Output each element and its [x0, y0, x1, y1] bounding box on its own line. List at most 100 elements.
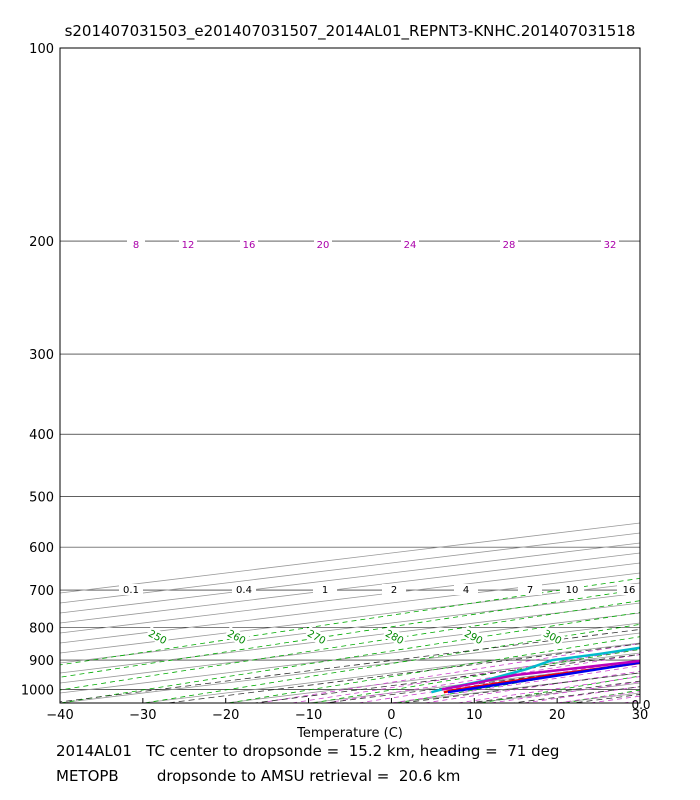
moist-adiabat-line [358, 659, 640, 703]
x-tick-label: −10 [295, 708, 322, 723]
isotherm-line [142, 642, 640, 703]
dry-adiabat-line [60, 612, 640, 703]
isotherm-line [60, 542, 640, 614]
dry-adiabat-label-bg [304, 626, 330, 647]
chart-title: s201407031503_e201407031507_2014AL01_REP… [64, 22, 636, 40]
y-tick-label: 600 [29, 541, 54, 556]
y-tick-label: 900 [29, 654, 54, 669]
isotherm-line [60, 592, 640, 664]
y-tick-label: 400 [29, 428, 54, 443]
mixing-ratio-label-bg [313, 584, 337, 595]
moist-adiabat-label: 32 [604, 240, 617, 251]
moist-adiabat-label: 8 [133, 240, 139, 251]
mixing-ratio-label: 0.1 [123, 585, 139, 596]
moist-adiabat-label-bg [127, 238, 145, 249]
mixing-ratio-label: 1 [322, 585, 328, 596]
moist-adiabat-label: 12 [182, 240, 195, 251]
dry-adiabat-line [480, 675, 640, 703]
y-tick-label: 500 [29, 490, 54, 505]
dry-adiabat-line [564, 689, 640, 703]
isotherm-line [60, 552, 640, 624]
mixing-ratio-line [512, 686, 640, 703]
moist-adiabat-label: 24 [404, 240, 417, 251]
plot-frame [59, 47, 641, 704]
corner-value-label: 0.0 [631, 698, 650, 712]
axis-ticks: −40 −30 −20 −10 0 10 20 30 100 200 300 400 500 600 700… [21, 42, 648, 741]
moist-adiabat-line [258, 642, 640, 703]
x-tick-label: 10 [466, 708, 483, 723]
profile-magenta-line [441, 659, 640, 691]
moist-adiabat-label: 20 [317, 240, 330, 251]
mixing-ratio-label: 16 [623, 585, 636, 596]
dry-adiabat-line [312, 648, 640, 703]
mixing-ratio-line [325, 662, 640, 703]
moist-adiabat-label-bg [314, 238, 332, 249]
x-tick-label: 20 [549, 708, 566, 723]
dry-adiabat-label-bg [540, 626, 566, 647]
moist-adiabat-label: 28 [503, 240, 516, 251]
footer-line-2: METOPB dropsonde to AMSU retrieval = 20.… [56, 767, 461, 785]
y-tick-label: 100 [29, 42, 54, 57]
mixing-ratio-label-bg [617, 584, 641, 595]
moist-adiabat-line [424, 670, 640, 703]
moist-adiabat-label-bg [240, 238, 258, 249]
y-tick-label: 800 [29, 621, 54, 636]
chart-series [431, 646, 640, 694]
isotherm-line [308, 662, 640, 703]
dry-adiabat-line [60, 589, 640, 678]
dry-adiabat-label-bg [145, 626, 171, 647]
moist-adiabat-line [690, 48, 700, 703]
dry-adiabat-line [144, 623, 640, 703]
isotherm-line [60, 532, 640, 604]
moist-adiabat-label-bg [401, 238, 419, 249]
isotherm-line [60, 622, 640, 694]
moist-adiabat-line [590, 695, 640, 703]
dry-adiabat-label-bg [382, 626, 408, 647]
mixing-ratio-line [254, 654, 640, 703]
mixing-ratio-label: 2 [391, 585, 397, 596]
x-tick-label: −20 [212, 708, 239, 723]
moist-adiabat-label: 16 [243, 240, 256, 251]
mixing-ratio-label: 10 [566, 585, 579, 596]
moist-adiabat-line [291, 648, 640, 703]
isotherm-line [60, 582, 640, 654]
mixing-ratio-label-bg [119, 584, 143, 595]
moist-adiabat-line [623, 700, 640, 703]
dry-adiabat-line [228, 636, 640, 703]
mixing-ratio-label-bg [454, 584, 478, 595]
mixing-ratio-line [167, 643, 640, 703]
x-tick-label: −40 [46, 708, 73, 723]
dry-adiabat-label-bg [461, 626, 487, 647]
isotherm-line [639, 702, 640, 703]
x-tick-label: 0 [387, 708, 395, 723]
moist-adiabat-line [657, 48, 700, 703]
moist-adiabat-label-bg [500, 238, 518, 249]
mixing-ratio-label: 4 [463, 585, 469, 596]
dry-adiabat-line [649, 48, 700, 703]
mixing-ratio-line [573, 694, 640, 703]
mixing-ratio-label: 0.4 [236, 585, 252, 596]
moist-adiabat-line [490, 681, 640, 703]
mixing-ratio-line [468, 680, 640, 703]
mixing-ratio-label-bg [232, 584, 256, 595]
x-tick-label: 30 [632, 708, 649, 723]
mixing-ratio-label-bg [560, 584, 584, 595]
mixing-ratio-label: 7 [527, 585, 533, 596]
dry-adiabat-line [396, 662, 640, 703]
dry-adiabat-label-bg [224, 626, 250, 647]
y-tick-label: 300 [29, 348, 54, 363]
isotherm-line [60, 602, 640, 674]
isotherm-line [60, 522, 640, 594]
x-axis-label: Temperature (C) [296, 726, 403, 741]
mixing-ratio-line [402, 672, 640, 703]
dry-adiabat-line [60, 577, 640, 666]
isotherm-line [60, 562, 640, 634]
moist-adiabat-line [325, 654, 640, 703]
y-tick-label: 700 [29, 584, 54, 599]
footer-line-1: 2014AL01 TC center to dropsonde = 15.2 k… [56, 742, 560, 760]
isotherm-line [60, 572, 640, 644]
moist-adiabat-label-bg [601, 238, 619, 249]
isotherm-line [474, 682, 640, 703]
